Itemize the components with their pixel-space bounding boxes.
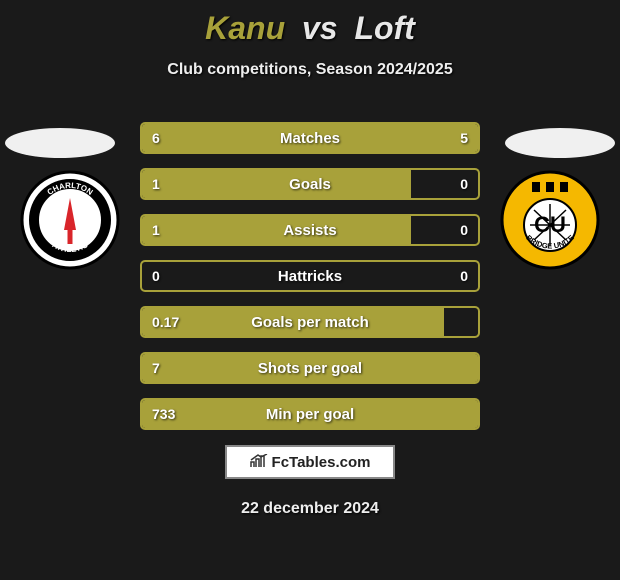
vs-separator: vs — [302, 10, 338, 46]
stat-row: Goals1 0 — [140, 168, 480, 200]
stat-value-right: 0 — [450, 262, 478, 290]
competition-subtitle: Club competitions, Season 2024/2025 — [0, 61, 620, 79]
fctables-text: FcTables.com — [272, 454, 371, 471]
cambridge-united-icon: CU BRIDGE UNITE — [500, 170, 600, 270]
stat-row: Matches6 5 — [140, 122, 480, 154]
stat-value-left: 0.17 — [142, 308, 189, 336]
stat-label: Assists — [142, 216, 478, 244]
svg-text:CU: CU — [534, 212, 566, 237]
player2-name: Loft — [354, 10, 414, 46]
stat-label: Goals per match — [142, 308, 478, 336]
stat-value-left: 1 — [142, 170, 170, 198]
stat-value-left: 0 — [142, 262, 170, 290]
stat-row: Shots per goal7 — [140, 352, 480, 384]
stat-label: Shots per goal — [142, 354, 478, 382]
chart-growth-icon — [250, 454, 268, 471]
stats-bars: Matches65Goals10Assists10Hattricks00Goal… — [140, 122, 480, 444]
stat-value-left: 1 — [142, 216, 170, 244]
stat-value-right: 5 — [450, 124, 478, 152]
stat-value-left: 7 — [142, 354, 170, 382]
stat-value-right — [458, 308, 478, 336]
stat-value-right: 0 — [450, 216, 478, 244]
stat-label: Matches — [142, 124, 478, 152]
stat-row: Min per goal733 — [140, 398, 480, 430]
date-label: 22 december 2024 — [0, 500, 620, 518]
stat-label: Hattricks — [142, 262, 478, 290]
stat-value-right — [458, 400, 478, 428]
stat-value-left: 6 — [142, 124, 170, 152]
charlton-athletic-icon: CHARLTON ATHLETIC — [20, 170, 120, 270]
stat-row: Goals per match0.17 — [140, 306, 480, 338]
fctables-logo: FcTables.com — [225, 445, 395, 479]
player2-club-crest: CU BRIDGE UNITE — [500, 170, 600, 270]
player1-club-crest: CHARLTON ATHLETIC — [20, 170, 120, 270]
right-shadow-ellipse — [505, 128, 615, 158]
comparison-title: Kanu vs Loft — [0, 0, 620, 47]
stat-row: Assists1 0 — [140, 214, 480, 246]
stat-row: Hattricks0 0 — [140, 260, 480, 292]
left-shadow-ellipse — [5, 128, 115, 158]
stat-value-left: 733 — [142, 400, 185, 428]
player1-name: Kanu — [205, 10, 285, 46]
stat-value-right — [458, 354, 478, 382]
stat-label: Min per goal — [142, 400, 478, 428]
stat-value-right: 0 — [450, 170, 478, 198]
stat-label: Goals — [142, 170, 478, 198]
